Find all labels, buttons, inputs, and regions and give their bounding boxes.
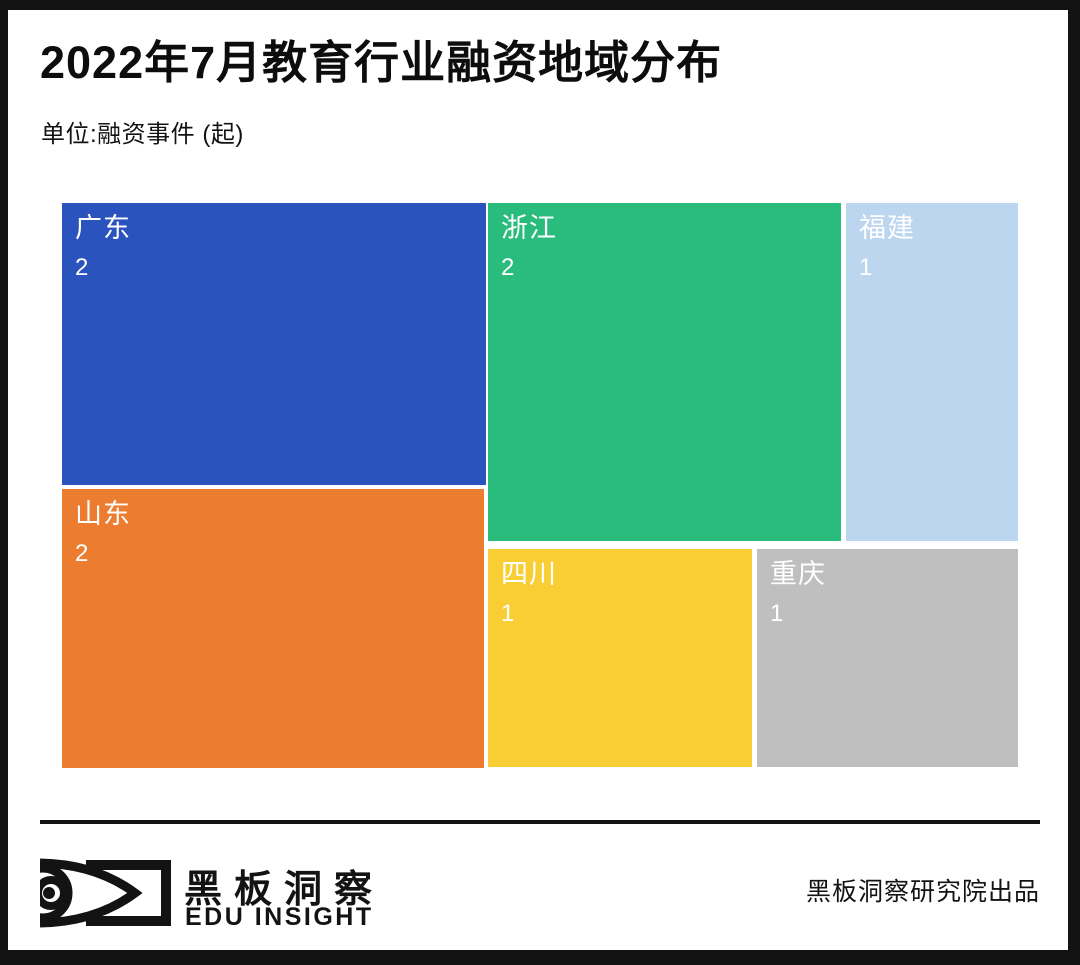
footer-divider <box>40 820 1040 824</box>
cell-label: 福建 <box>859 213 915 243</box>
edu-insight-eye-logo-icon <box>40 858 171 928</box>
cell-value: 2 <box>501 253 515 281</box>
logo-text-chinese: 黑板洞察 <box>184 869 385 911</box>
treemap-cell-fujian: 福建 1 <box>846 203 1018 541</box>
page-title: 2022年7月教育行业融资地域分布 <box>40 37 723 88</box>
treemap-cell-sichuan: 四川 1 <box>488 549 752 767</box>
logo-text-english: EDU INSIGHT <box>185 903 374 931</box>
treemap-cell-shandong: 山东 2 <box>62 489 484 768</box>
frame-border-top <box>0 0 1080 10</box>
cell-value: 1 <box>501 599 515 627</box>
cell-label: 四川 <box>501 559 557 589</box>
treemap-cell-guangdong: 广东 2 <box>62 203 486 485</box>
cell-label: 山东 <box>75 499 131 529</box>
treemap-chart: 广东 2 山东 2 浙江 2 福建 1 四川 1 重庆 1 <box>62 203 1018 768</box>
cell-value: 1 <box>770 599 784 627</box>
cell-value: 2 <box>75 539 89 567</box>
cell-label: 重庆 <box>770 559 826 589</box>
cell-value: 2 <box>75 253 89 281</box>
treemap-cell-zhejiang: 浙江 2 <box>488 203 841 541</box>
cell-value: 1 <box>859 253 873 281</box>
frame-border-right <box>1068 0 1080 965</box>
cell-label: 广东 <box>75 213 131 243</box>
cell-label: 浙江 <box>501 213 557 243</box>
frame-border-bottom <box>0 950 1080 965</box>
frame-border-left <box>0 0 8 965</box>
treemap-cell-chongqing: 重庆 1 <box>757 549 1018 767</box>
credit-text: 黑板洞察研究院出品 <box>805 878 1040 906</box>
unit-label: 单位:融资事件 (起) <box>41 121 244 148</box>
